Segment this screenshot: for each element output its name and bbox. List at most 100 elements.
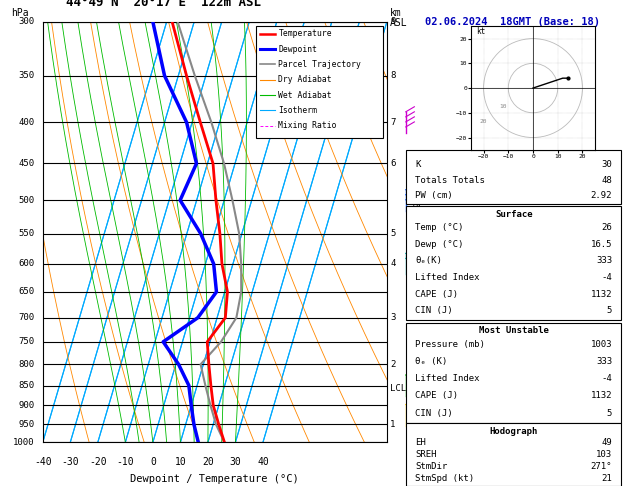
Text: 16.5: 16.5 bbox=[591, 240, 612, 248]
Text: Dewp (°C): Dewp (°C) bbox=[415, 240, 464, 248]
Text: 650: 650 bbox=[18, 287, 34, 296]
Text: 271°: 271° bbox=[591, 462, 612, 471]
Text: 450: 450 bbox=[18, 159, 34, 168]
Text: StmDir: StmDir bbox=[415, 462, 447, 471]
Bar bbox=[406, 423, 621, 486]
Text: 20: 20 bbox=[480, 119, 487, 123]
Text: Dry Adiabat: Dry Adiabat bbox=[279, 75, 332, 84]
Text: Parcel Trajectory: Parcel Trajectory bbox=[279, 60, 361, 69]
Text: 8: 8 bbox=[390, 71, 396, 80]
Text: 500: 500 bbox=[18, 196, 34, 205]
Text: 350: 350 bbox=[18, 71, 34, 80]
Text: 4: 4 bbox=[390, 260, 396, 268]
Text: 7: 7 bbox=[390, 118, 396, 127]
Text: Totals Totals: Totals Totals bbox=[415, 176, 485, 185]
Text: Temperature: Temperature bbox=[279, 29, 332, 38]
Text: Temp (°C): Temp (°C) bbox=[415, 223, 464, 232]
Bar bbox=[406, 323, 621, 423]
Text: 600: 600 bbox=[18, 260, 34, 268]
Text: 6: 6 bbox=[390, 159, 396, 168]
Text: -40: -40 bbox=[34, 457, 52, 467]
Text: Dewpoint: Dewpoint bbox=[279, 45, 318, 53]
Text: PW (cm): PW (cm) bbox=[415, 191, 453, 200]
Text: LCL: LCL bbox=[390, 384, 406, 393]
Text: 333: 333 bbox=[596, 256, 612, 265]
Text: 02.06.2024  18GMT (Base: 18): 02.06.2024 18GMT (Base: 18) bbox=[425, 17, 600, 27]
Text: 3: 3 bbox=[425, 258, 430, 264]
Text: SREH: SREH bbox=[415, 450, 437, 459]
Text: km: km bbox=[390, 8, 402, 17]
Text: 0: 0 bbox=[150, 457, 156, 467]
Text: 103: 103 bbox=[596, 450, 612, 459]
Text: 2.92: 2.92 bbox=[591, 191, 612, 200]
Text: 44°49'N  20°17'E  122m ASL: 44°49'N 20°17'E 122m ASL bbox=[65, 0, 260, 9]
Bar bbox=[406, 150, 621, 204]
Text: 9: 9 bbox=[390, 17, 396, 26]
Text: 333: 333 bbox=[596, 357, 612, 366]
Text: 1132: 1132 bbox=[591, 290, 612, 299]
Text: 49: 49 bbox=[601, 437, 612, 447]
Text: Lifted Index: Lifted Index bbox=[415, 273, 480, 282]
Text: hPa: hPa bbox=[11, 8, 29, 17]
Text: 48: 48 bbox=[601, 176, 612, 185]
Text: 15: 15 bbox=[433, 258, 442, 264]
Text: -4: -4 bbox=[601, 273, 612, 282]
Text: 40: 40 bbox=[257, 457, 269, 467]
Text: 2: 2 bbox=[420, 258, 424, 264]
Text: 30: 30 bbox=[601, 160, 612, 169]
Text: CAPE (J): CAPE (J) bbox=[415, 392, 459, 400]
Text: 20: 20 bbox=[434, 258, 443, 264]
Text: Dewpoint / Temperature (°C): Dewpoint / Temperature (°C) bbox=[130, 474, 299, 484]
Text: 25: 25 bbox=[435, 258, 443, 264]
Text: 3: 3 bbox=[390, 313, 396, 322]
Text: 1132: 1132 bbox=[591, 392, 612, 400]
Bar bbox=[256, 26, 384, 138]
Text: 550: 550 bbox=[18, 229, 34, 238]
Text: 2: 2 bbox=[390, 360, 396, 369]
Text: Most Unstable: Most Unstable bbox=[479, 326, 548, 335]
Text: ASL: ASL bbox=[390, 18, 408, 28]
Text: 30: 30 bbox=[230, 457, 242, 467]
Text: 1: 1 bbox=[406, 258, 410, 264]
Text: θₑ (K): θₑ (K) bbox=[415, 357, 447, 366]
Text: CAPE (J): CAPE (J) bbox=[415, 290, 459, 299]
Text: Hodograph: Hodograph bbox=[489, 427, 538, 435]
Text: 1003: 1003 bbox=[591, 340, 612, 348]
Text: 300: 300 bbox=[18, 17, 34, 26]
Text: Mixing Ratio (g/kg): Mixing Ratio (g/kg) bbox=[411, 181, 421, 283]
Text: CIN (J): CIN (J) bbox=[415, 409, 453, 418]
Text: -30: -30 bbox=[62, 457, 79, 467]
Text: 21: 21 bbox=[601, 474, 612, 483]
Text: CIN (J): CIN (J) bbox=[415, 306, 453, 315]
Text: Pressure (mb): Pressure (mb) bbox=[415, 340, 485, 348]
Text: Isotherm: Isotherm bbox=[279, 106, 318, 115]
Text: -20: -20 bbox=[89, 457, 107, 467]
Text: 1: 1 bbox=[390, 420, 396, 429]
Text: kt: kt bbox=[476, 27, 486, 35]
Text: 1000: 1000 bbox=[13, 438, 34, 447]
Text: 800: 800 bbox=[18, 360, 34, 369]
Text: 850: 850 bbox=[18, 381, 34, 390]
Text: 6: 6 bbox=[431, 258, 436, 264]
Text: 950: 950 bbox=[18, 420, 34, 429]
Text: 5: 5 bbox=[390, 229, 396, 238]
Text: 700: 700 bbox=[18, 313, 34, 322]
Text: 10: 10 bbox=[174, 457, 186, 467]
Text: 20: 20 bbox=[202, 457, 214, 467]
Text: 10: 10 bbox=[499, 104, 507, 109]
Text: -10: -10 bbox=[116, 457, 134, 467]
Text: 4: 4 bbox=[428, 258, 433, 264]
Text: Surface: Surface bbox=[495, 209, 533, 219]
Text: 5: 5 bbox=[607, 409, 612, 418]
Text: 8: 8 bbox=[433, 258, 437, 264]
Text: θₑ(K): θₑ(K) bbox=[415, 256, 442, 265]
Text: StmSpd (kt): StmSpd (kt) bbox=[415, 474, 474, 483]
Text: -4: -4 bbox=[601, 374, 612, 383]
Text: Mixing Ratio: Mixing Ratio bbox=[279, 122, 337, 130]
Text: Wet Adiabat: Wet Adiabat bbox=[279, 90, 332, 100]
Text: 10: 10 bbox=[432, 258, 440, 264]
Text: 5: 5 bbox=[607, 306, 612, 315]
Text: 900: 900 bbox=[18, 401, 34, 410]
Text: K: K bbox=[415, 160, 421, 169]
Text: 750: 750 bbox=[18, 337, 34, 347]
